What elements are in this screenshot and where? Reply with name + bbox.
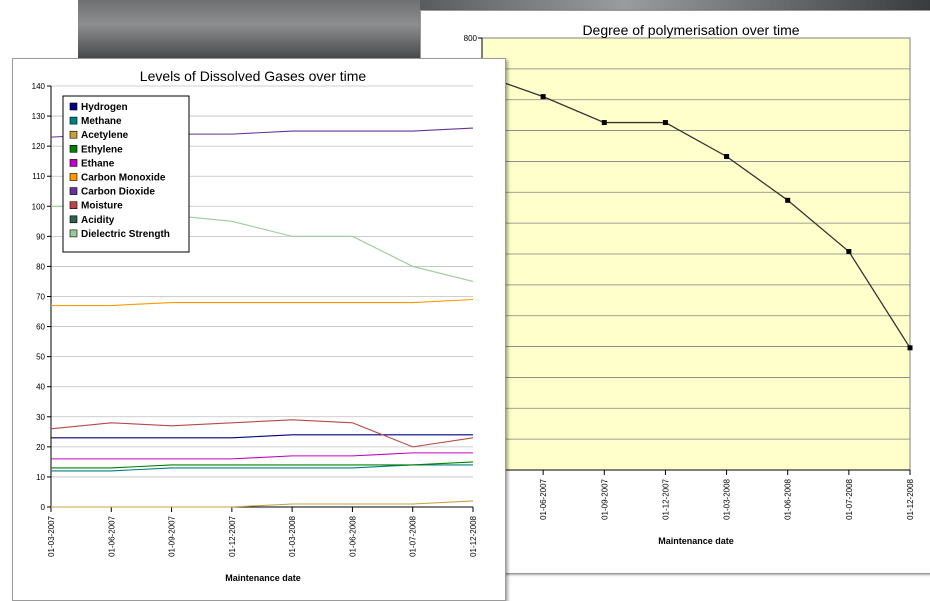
legend-label: Carbon Monoxide	[81, 173, 166, 184]
polymerisation-chart: 80001-03-200701-06-200701-09-200701-12-2…	[464, 22, 915, 546]
x-tick-label: 01-06-2007	[539, 478, 548, 519]
series-line-acetylene	[51, 500, 474, 508]
x-tick-label: 01-07-2008	[845, 478, 854, 519]
legend-swatch	[69, 102, 78, 111]
data-point	[785, 197, 791, 203]
x-tick-label: 01-03-2007	[47, 515, 56, 556]
x-axis-title: Maintenance date	[225, 573, 301, 583]
x-tick-label: 01-12-2008	[906, 478, 915, 519]
legend-swatch	[69, 173, 78, 181]
series-line	[481, 74, 911, 349]
legend-swatch	[69, 145, 78, 153]
x-tick-label: 01-12-2008	[469, 515, 478, 556]
series-line-moisture	[50, 419, 474, 448]
chart-title: Levels of Dissolved Gases over time	[140, 68, 367, 84]
y-tick-label: 110	[32, 172, 45, 181]
data-point	[601, 120, 607, 126]
legend-swatch	[69, 187, 78, 195]
x-tick-label: 01-06-2008	[348, 515, 357, 556]
x-tick-label: 01-03-2008	[288, 515, 297, 556]
legend-label: Ethane	[81, 158, 115, 169]
y-tick-label: 90	[36, 232, 45, 241]
data-point	[540, 94, 546, 100]
x-tick-label: 01-06-2007	[107, 515, 116, 556]
y-tick-label: 60	[36, 323, 45, 332]
data-point	[846, 249, 852, 255]
x-tick-label: 01-12-2007	[228, 515, 237, 556]
x-tick-label: 01-12-2007	[661, 478, 670, 519]
y-tick-label: 80	[36, 262, 45, 271]
x-tick-label: 01-07-2008	[409, 515, 418, 556]
dissolved-gases-chart: 0 10 20 30 40 50 60 70 80 90 100 110 120 130 140 01-03-…	[32, 68, 478, 583]
y-tick-label: 0	[41, 503, 46, 512]
x-tick-label: 01-09-2007	[168, 515, 177, 556]
data-point	[907, 345, 913, 351]
dissolved-gases-chart-panel: 0 10 20 30 40 50 60 70 80 90 100 110 120 130 140 01-03-…	[12, 58, 506, 601]
legend-label: Methane	[81, 116, 122, 127]
photo-strip	[420, 0, 930, 12]
y-tick-label: 70	[36, 293, 45, 302]
x-tick-label: 01-03-2008	[723, 478, 732, 519]
legend-label: Moisture	[81, 201, 123, 212]
y-tick-label: 100	[32, 202, 46, 211]
series-line-ethylene	[51, 461, 474, 469]
chart-title: Degree of polymerisation over time	[582, 22, 799, 38]
legend-swatch	[69, 159, 78, 167]
data-point	[662, 120, 668, 126]
legend-swatch	[69, 130, 78, 139]
y-tick-label: 140	[32, 82, 46, 91]
y-tick-label: 40	[36, 383, 45, 392]
x-axis-title: Maintenance date	[658, 536, 734, 546]
y-tick-label: 30	[36, 413, 45, 422]
y-tick-label: 50	[36, 353, 45, 362]
legend-swatch	[69, 201, 78, 209]
y-tick-label: 20	[36, 443, 45, 452]
legend-box	[62, 95, 190, 253]
legend-swatch	[69, 116, 78, 125]
legend-label: Dielectric Strength	[81, 229, 170, 240]
series-line-hydrogen	[51, 434, 473, 439]
legend-label: Hydrogen	[81, 102, 128, 113]
legend-swatch	[69, 215, 78, 224]
y-tick-label: 130	[32, 112, 46, 121]
data-point	[724, 153, 730, 159]
y-tick-label: 800	[464, 34, 478, 43]
series-line-ethane	[51, 452, 473, 460]
y-tick-label: 10	[36, 473, 45, 482]
legend-swatch	[69, 229, 78, 238]
y-tick-label: 120	[32, 142, 46, 151]
legend-label: Acidity	[81, 215, 115, 226]
legend-label: Carbon Dioxide	[81, 187, 155, 198]
legend-label: Ethylene	[81, 144, 123, 155]
legend-label: Acetylene	[81, 130, 129, 141]
x-tick-label: 01-06-2008	[784, 478, 793, 519]
x-tick-label: 01-09-2007	[600, 478, 609, 519]
series-line-carbon-monoxide	[51, 298, 474, 307]
